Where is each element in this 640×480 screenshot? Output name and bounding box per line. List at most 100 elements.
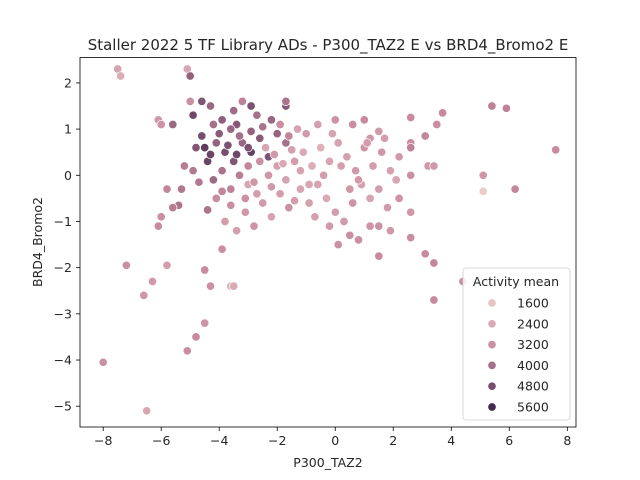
data-point — [295, 184, 305, 194]
data-point — [229, 106, 239, 116]
x-tick-label: 0 — [331, 433, 339, 448]
legend-label: 4800 — [517, 379, 549, 394]
data-point — [162, 184, 172, 194]
data-point — [281, 96, 291, 106]
x-tick-label: 2 — [389, 433, 397, 448]
x-tick-label: −8 — [94, 433, 112, 448]
data-point — [205, 281, 216, 291]
legend-title: Activity mean — [473, 274, 559, 289]
data-point — [252, 110, 262, 120]
data-point — [217, 115, 227, 125]
data-point — [380, 133, 390, 143]
data-point — [324, 221, 335, 231]
data-point — [234, 170, 245, 180]
x-tick-label: −6 — [152, 433, 170, 448]
data-point — [316, 143, 326, 153]
data-point — [237, 96, 247, 106]
legend-label: 1600 — [517, 296, 549, 311]
y-tick-label: 2 — [64, 75, 72, 90]
data-point — [258, 122, 268, 132]
data-point — [191, 143, 201, 153]
data-point — [188, 110, 198, 120]
chart-title: Staller 2022 5 TF Library ADs - P300_TAZ… — [88, 36, 569, 55]
data-point — [162, 260, 172, 270]
data-point — [333, 240, 343, 250]
data-point — [200, 143, 210, 153]
data-point — [185, 71, 195, 81]
data-point — [438, 108, 448, 118]
data-point — [287, 145, 297, 155]
data-point — [232, 226, 242, 236]
data-point — [478, 186, 488, 196]
data-point — [348, 198, 358, 208]
data-point — [351, 166, 361, 176]
data-point — [121, 260, 131, 270]
data-point — [258, 198, 268, 208]
data-point — [406, 207, 416, 217]
x-tick-label: −4 — [210, 433, 228, 448]
data-point — [240, 193, 250, 203]
data-point — [182, 346, 192, 356]
data-point — [116, 71, 126, 81]
data-point — [365, 193, 375, 203]
data-point — [179, 161, 189, 171]
legend-marker — [487, 319, 497, 329]
data-point — [420, 131, 430, 141]
data-point — [188, 166, 198, 176]
legend-marker — [487, 340, 497, 350]
legend: Activity mean 1600 2400 3200 4000 4800 5600 — [462, 267, 571, 421]
data-point — [266, 212, 276, 222]
data-point — [156, 212, 166, 222]
data-point — [200, 318, 210, 328]
data-point — [168, 119, 178, 130]
data-point — [304, 179, 314, 190]
data-point — [249, 177, 259, 187]
data-point — [217, 186, 227, 196]
x-axis-ticks: −8 −6 −4 −2 0 2 4 6 8 — [94, 427, 571, 448]
legend-label: 3200 — [517, 337, 549, 352]
data-point — [313, 179, 323, 190]
data-point — [211, 138, 221, 148]
data-point — [208, 175, 218, 185]
data-point — [156, 119, 166, 130]
data-point — [301, 129, 311, 139]
data-point — [342, 152, 352, 162]
data-point — [234, 131, 245, 141]
data-point — [385, 166, 395, 176]
data-point — [211, 193, 221, 203]
y-tick-label: −5 — [54, 399, 72, 414]
legend-marker — [487, 381, 497, 391]
x-tick-label: 6 — [505, 433, 513, 448]
data-point — [321, 193, 332, 203]
data-point — [432, 119, 442, 130]
data-point — [284, 131, 294, 141]
data-point — [310, 212, 320, 222]
data-point — [266, 182, 276, 192]
data-point — [142, 406, 152, 416]
data-point — [229, 281, 239, 291]
points-layer — [98, 64, 561, 416]
data-point — [420, 249, 430, 259]
data-point — [208, 119, 218, 130]
legend-entries: 1600 2400 3200 4000 4800 5600 — [487, 296, 549, 415]
data-point — [272, 129, 282, 139]
data-point — [176, 184, 187, 194]
data-point — [185, 96, 195, 106]
data-point — [374, 126, 384, 136]
data-point — [217, 244, 227, 254]
legend-label: 4000 — [517, 358, 549, 373]
data-point — [313, 119, 323, 130]
data-point — [345, 184, 355, 194]
data-point — [203, 205, 213, 215]
data-point — [220, 216, 230, 227]
data-point — [353, 235, 364, 245]
data-point — [226, 124, 236, 134]
data-point — [263, 170, 274, 180]
data-point — [336, 161, 346, 171]
data-point — [255, 133, 265, 143]
data-point — [246, 101, 256, 111]
data-point — [226, 200, 236, 210]
data-point — [269, 149, 279, 160]
data-point — [223, 140, 233, 150]
data-point — [368, 161, 378, 171]
